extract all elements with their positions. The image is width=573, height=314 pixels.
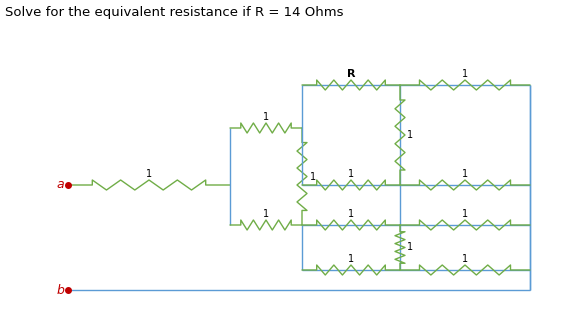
Text: a: a xyxy=(56,178,64,192)
Text: 1: 1 xyxy=(146,169,152,179)
Text: 1: 1 xyxy=(462,209,468,219)
Text: 1: 1 xyxy=(462,254,468,264)
Text: 1: 1 xyxy=(462,169,468,179)
Text: Solve for the equivalent resistance if R = 14 Ohms: Solve for the equivalent resistance if R… xyxy=(5,6,343,19)
Text: R: R xyxy=(347,69,355,79)
Text: 1: 1 xyxy=(263,209,269,219)
Text: 1: 1 xyxy=(407,242,413,252)
Text: 1: 1 xyxy=(263,112,269,122)
Text: 1: 1 xyxy=(348,254,354,264)
Text: 1: 1 xyxy=(348,209,354,219)
Text: 1: 1 xyxy=(310,171,316,181)
Text: 1: 1 xyxy=(348,169,354,179)
Text: 1: 1 xyxy=(462,69,468,79)
Text: 1: 1 xyxy=(407,130,413,140)
Text: b: b xyxy=(56,284,64,296)
